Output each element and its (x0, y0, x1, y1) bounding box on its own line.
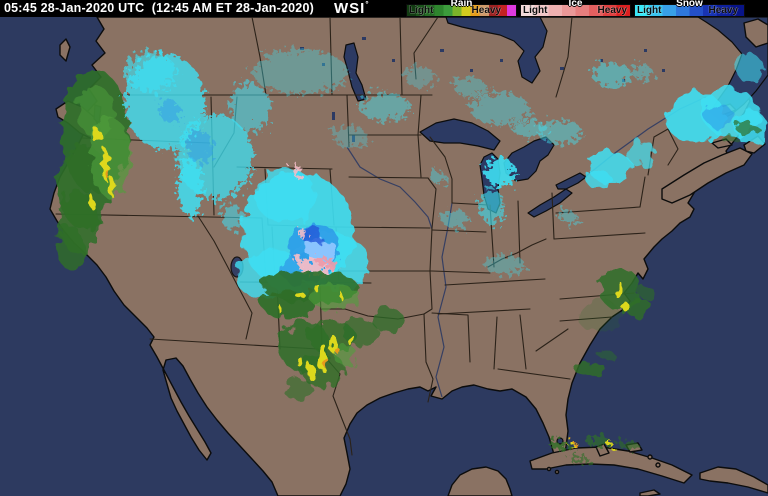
legend-rain-light-label: Light (409, 5, 434, 16)
yucatan-peninsula (447, 466, 513, 496)
lake-superior (419, 118, 501, 151)
missouri-river (346, 146, 433, 230)
mississippi-river (435, 202, 453, 398)
wsi-logo: WSI° (334, 0, 369, 17)
legend-ice: Ice Light Heavy (520, 0, 631, 17)
legend-snow-light-label: Light (637, 5, 662, 16)
legend-ice-gradient-bar (520, 4, 631, 17)
legend-ice-heavy-label: Heavy (597, 5, 627, 16)
bahamas-cay (647, 454, 653, 460)
radar-rain-texas (279, 308, 404, 401)
radar-rain-carolina-coast (574, 267, 654, 376)
legend-ice-title: Ice (568, 0, 583, 9)
lake-huron (503, 136, 555, 182)
florida-keys (546, 466, 552, 472)
newfoundland-island (743, 18, 768, 48)
radar-rain-pacific-northwest (56, 70, 130, 269)
precip-legend: Rain Light Heavy Ice Light Heavy Snow Li… (406, 0, 745, 17)
hispaniola-island (699, 466, 768, 494)
cuba-island (529, 446, 693, 484)
legend-snow-heavy-label: Heavy (708, 5, 738, 16)
radar-rain-kansas-oklahoma (262, 271, 361, 319)
radar-snow-northern-plains (252, 50, 436, 147)
radar-snow-ontario-quebec (454, 63, 652, 144)
timestamp-label: 05:45 28-Jan-2020 UTC (12:45 AM ET 28-Ja… (4, 1, 314, 15)
legend-rain-heavy-label: Heavy (471, 5, 501, 16)
radar-snow-northeast-maritimes (586, 55, 766, 189)
florida-keys (554, 469, 560, 475)
lake-ontario (555, 172, 587, 190)
legend-snow-gradient-bar (634, 4, 745, 17)
haida-gwaii-island (59, 38, 71, 62)
wsi-logo-degree-mark: ° (365, 0, 369, 9)
radar-overlay (56, 50, 766, 464)
hudson-bay (445, 17, 548, 84)
bahamas-cay (655, 462, 661, 468)
water-layer (93, 17, 768, 445)
us-radar-map (0, 17, 768, 496)
legend-ice-light-label: Light (523, 5, 548, 16)
legend-rain-title: Rain (450, 0, 473, 9)
lake-erie (527, 188, 573, 218)
radar-rain-florida-bahamas-cuba (550, 435, 638, 464)
wsi-logo-text: WSI (334, 0, 366, 17)
legend-snow: Snow Light Heavy (634, 0, 745, 17)
legend-rain-gradient-bar (406, 4, 517, 17)
legend-rain: Rain Light Heavy (406, 0, 517, 17)
radar-snow-mountain-west (124, 52, 270, 231)
legend-snow-title: Snow (676, 0, 703, 9)
nova-scotia (661, 147, 753, 204)
radar-ice-kansas (292, 163, 337, 275)
